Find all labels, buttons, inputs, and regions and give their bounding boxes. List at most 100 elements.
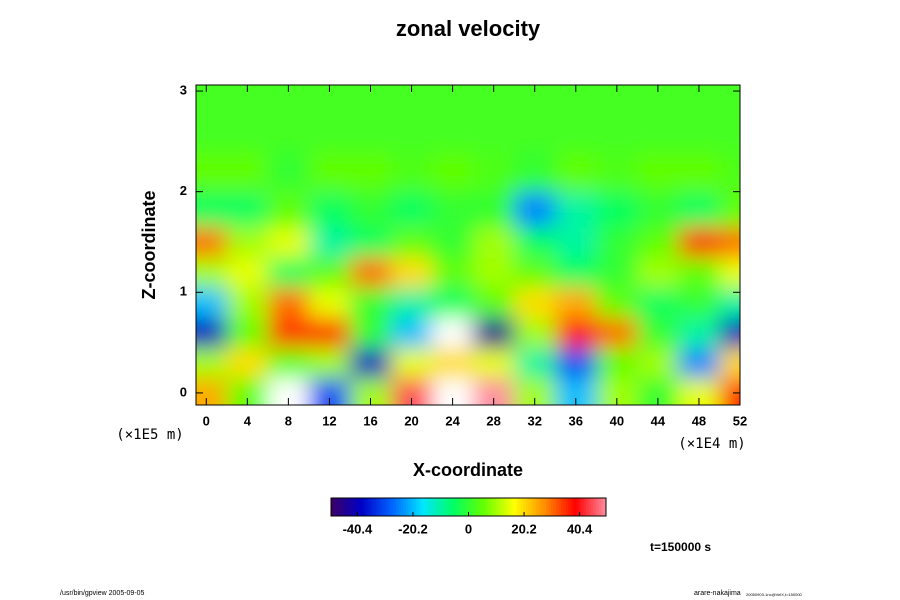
heat-cell bbox=[432, 85, 474, 112]
colorbar-swatch bbox=[603, 498, 607, 516]
colorbar-swatch bbox=[386, 498, 389, 516]
heat-cell bbox=[308, 347, 351, 379]
colorbar-tick-label: 20.2 bbox=[511, 521, 536, 536]
heat-cell bbox=[349, 226, 392, 258]
colorbar-swatch bbox=[388, 498, 392, 516]
heat-cell bbox=[391, 111, 433, 152]
colorbar-swatch bbox=[521, 498, 524, 516]
colorbar-swatch bbox=[496, 498, 499, 516]
colorbar-swatch bbox=[361, 498, 364, 516]
colorbar-swatch bbox=[353, 498, 357, 516]
heat-cell bbox=[678, 85, 720, 112]
colorbar-swatch bbox=[493, 498, 497, 516]
footer-right: arare-nakajima bbox=[694, 590, 741, 597]
colorbar-swatch bbox=[413, 498, 417, 516]
x-tick-label: 40 bbox=[610, 413, 624, 428]
x-tick-label: 8 bbox=[285, 413, 292, 428]
colorbar-swatch bbox=[483, 498, 487, 516]
colorbar-swatch bbox=[456, 498, 459, 516]
heat-cell bbox=[196, 111, 228, 152]
colorbar-swatch bbox=[346, 498, 349, 516]
colorbar-swatch bbox=[588, 498, 592, 516]
colorbar-swatch bbox=[398, 498, 402, 516]
colorbar-swatch bbox=[556, 498, 559, 516]
heat-cell bbox=[596, 347, 638, 379]
heat-cell bbox=[719, 226, 740, 258]
colorbar-swatch bbox=[376, 498, 379, 516]
colorbar-swatch bbox=[561, 498, 564, 516]
colorbar-swatch bbox=[408, 498, 412, 516]
x-tick-label: 52 bbox=[733, 413, 747, 428]
heat-cell bbox=[267, 226, 310, 258]
colorbar-swatch bbox=[463, 498, 467, 516]
heat-cell bbox=[596, 85, 638, 112]
heat-cell bbox=[514, 85, 556, 112]
heat-cell bbox=[637, 226, 679, 258]
heat-cell bbox=[349, 257, 392, 288]
heat-cell bbox=[719, 111, 740, 152]
heat-cell bbox=[473, 317, 515, 349]
colorbar-swatch bbox=[341, 498, 344, 516]
heat-cell bbox=[473, 287, 515, 318]
colorbar-swatch bbox=[571, 498, 574, 516]
heat-cell bbox=[555, 111, 597, 152]
colorbar-swatch bbox=[573, 498, 577, 516]
colorbar-swatch bbox=[478, 498, 482, 516]
heat-cell bbox=[596, 191, 638, 228]
colorbar-swatch bbox=[503, 498, 507, 516]
heat-cell bbox=[432, 377, 474, 405]
heat-cell bbox=[678, 111, 720, 152]
colorbar-tick-label: -40.4 bbox=[343, 521, 373, 536]
heat-cell bbox=[308, 85, 351, 112]
heat-cell bbox=[555, 151, 597, 193]
heat-cell bbox=[226, 226, 269, 258]
colorbar-swatch bbox=[551, 498, 554, 516]
colorbar-swatch bbox=[338, 498, 342, 516]
heat-cell bbox=[226, 347, 269, 379]
heat-cell bbox=[391, 377, 433, 405]
heat-cell bbox=[196, 347, 228, 379]
colorbar-swatch bbox=[378, 498, 382, 516]
y-tick-label: 0 bbox=[180, 384, 187, 399]
x-tick-label: 36 bbox=[569, 413, 583, 428]
colorbar-swatch bbox=[351, 498, 354, 516]
heat-cell bbox=[308, 151, 351, 193]
heat-cell bbox=[719, 151, 740, 193]
heat-cell bbox=[596, 226, 638, 258]
colorbar-swatch bbox=[358, 498, 362, 516]
heat-cell bbox=[391, 257, 433, 288]
heat-cell bbox=[637, 287, 679, 318]
heat-cell bbox=[514, 111, 556, 152]
colorbar-swatch bbox=[348, 498, 352, 516]
plot-frame bbox=[195, 84, 741, 406]
colorbar-swatch bbox=[426, 498, 429, 516]
colorbar-swatch bbox=[371, 498, 374, 516]
heat-cell bbox=[432, 287, 474, 318]
heat-cell bbox=[432, 226, 474, 258]
colorbar-swatch bbox=[601, 498, 604, 516]
heat-cell bbox=[596, 151, 638, 193]
x-tick-label: 12 bbox=[322, 413, 336, 428]
heat-cell bbox=[514, 347, 556, 379]
heat-cell bbox=[391, 287, 433, 318]
heat-cell bbox=[391, 347, 433, 379]
heat-cell bbox=[596, 111, 638, 152]
x-tick-label: 48 bbox=[692, 413, 706, 428]
heat-cell bbox=[514, 226, 556, 258]
heat-cell bbox=[596, 287, 638, 318]
colorbar-swatch bbox=[468, 498, 472, 516]
colorbar-swatch bbox=[501, 498, 504, 516]
heat-cell bbox=[473, 226, 515, 258]
x-tick-label: 32 bbox=[527, 413, 541, 428]
colorbar-tick-label: 40.4 bbox=[567, 521, 593, 536]
heat-cell bbox=[555, 347, 597, 379]
colorbar-swatch bbox=[581, 498, 584, 516]
heat-cell bbox=[391, 317, 433, 349]
heat-cell bbox=[226, 257, 269, 288]
heat-cell bbox=[678, 317, 720, 349]
heat-cell bbox=[196, 191, 228, 228]
heat-cell bbox=[391, 226, 433, 258]
heat-cell bbox=[473, 257, 515, 288]
heat-cell bbox=[226, 287, 269, 318]
